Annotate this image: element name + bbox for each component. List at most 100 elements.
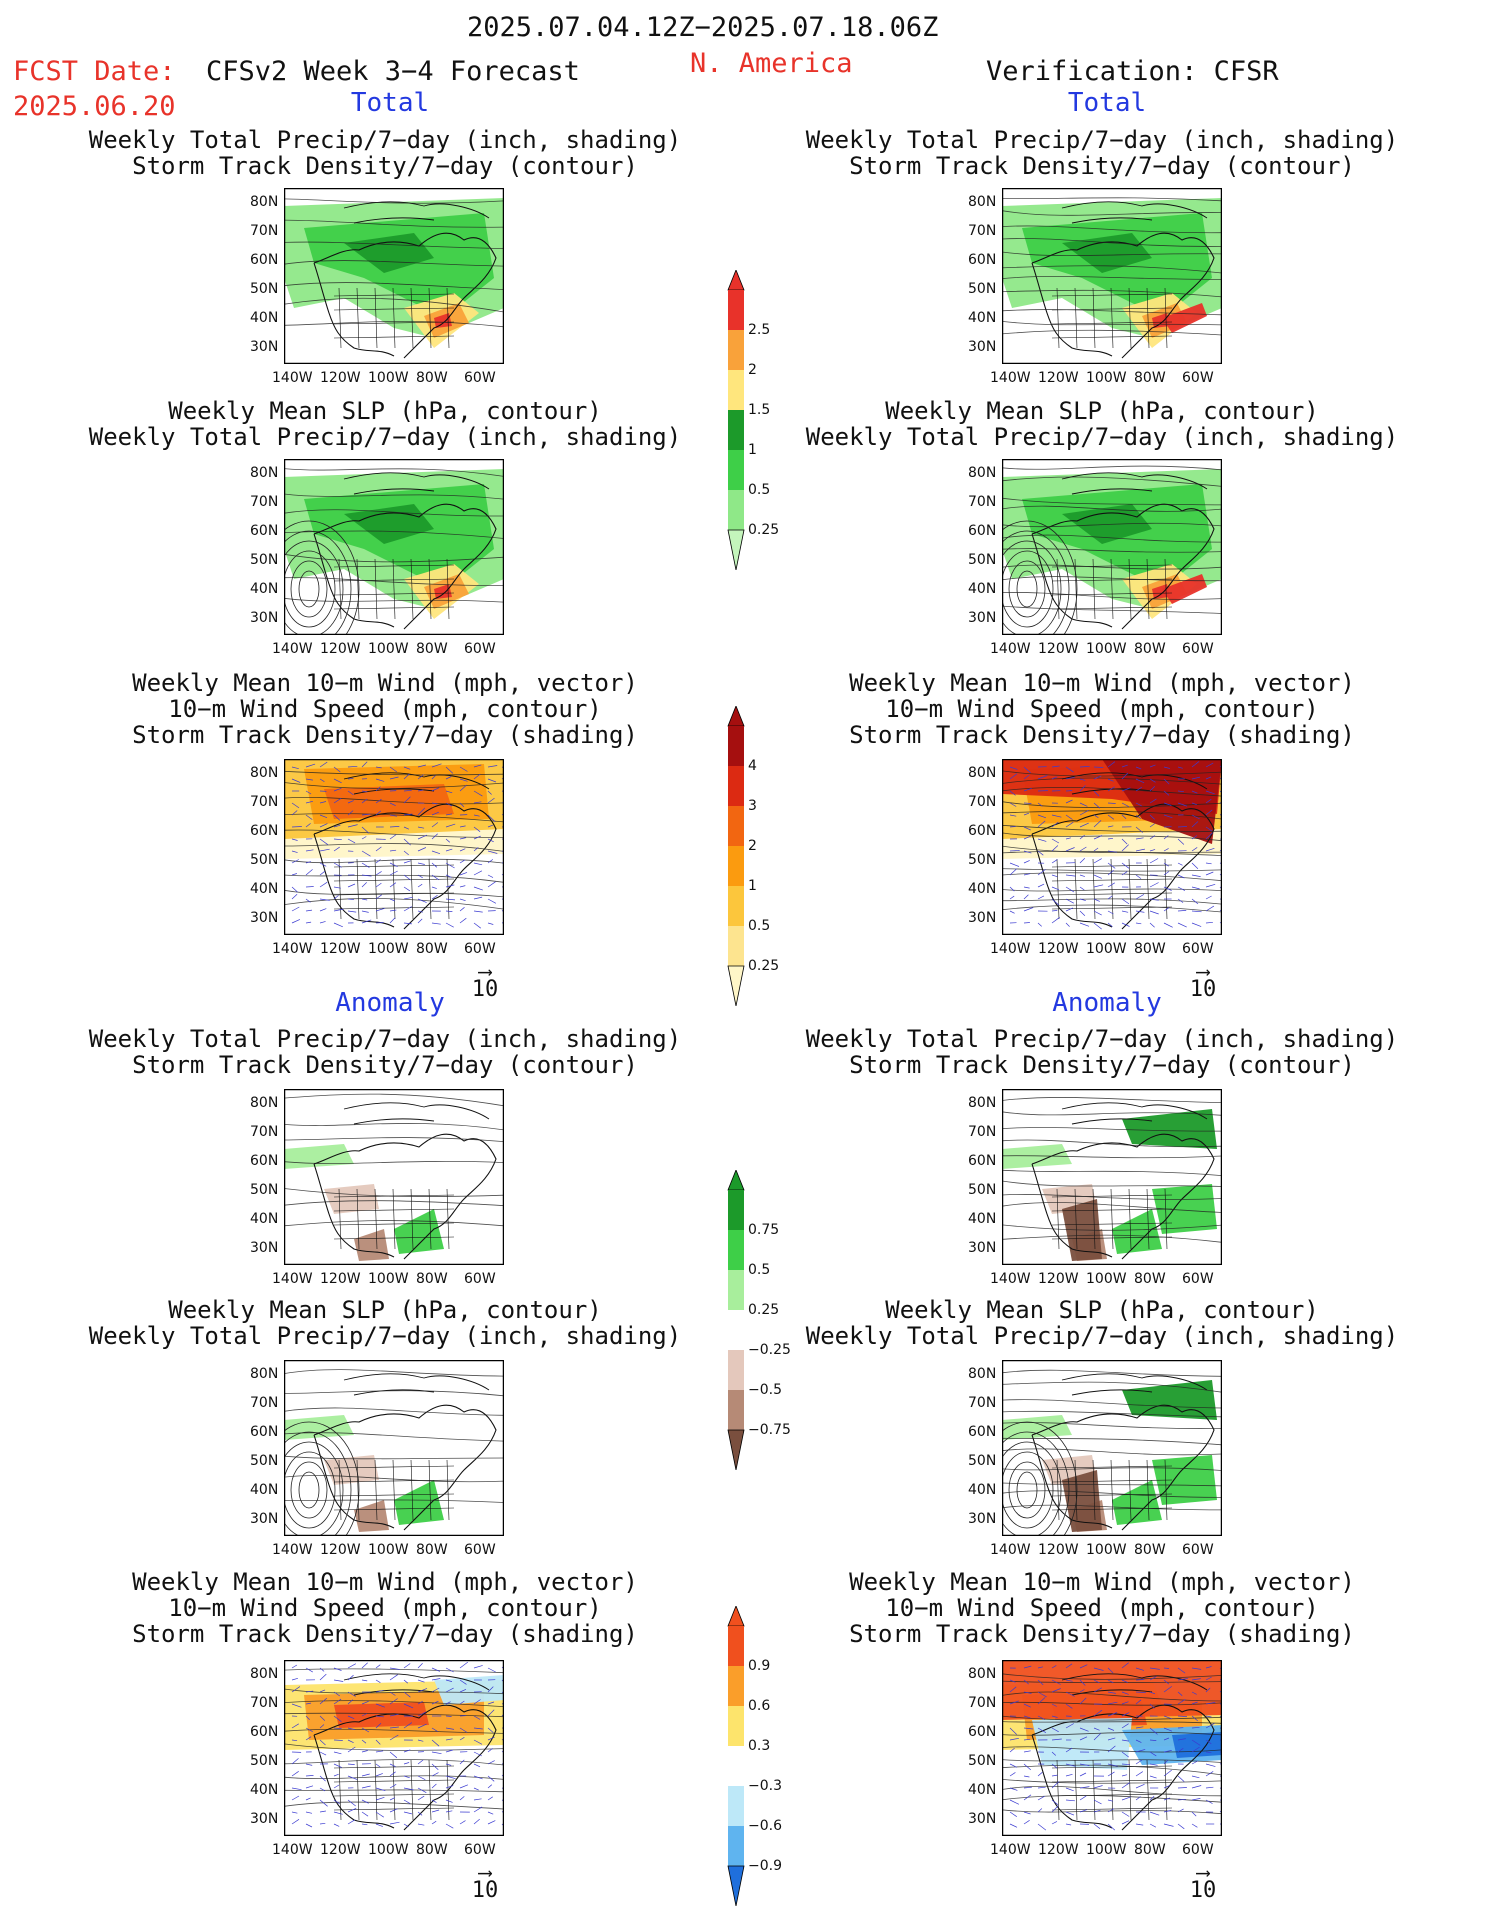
lat-tick-label: 60N [968, 252, 997, 268]
vector-reference-anomaly-left: ⟶ 10 [471, 1860, 499, 1903]
lon-tick-label: 100W [1086, 641, 1127, 657]
lon-tick-label: 120W [320, 1271, 361, 1287]
lat-tick-label: 50N [968, 852, 997, 868]
lon-tick-label: 140W [990, 1271, 1031, 1287]
colorbar-label: 0.3 [748, 1738, 771, 1754]
lat-tick-label: 50N [968, 281, 997, 297]
lat-tick-label: 70N [250, 794, 279, 810]
lon-tick-label: 60W [464, 1842, 496, 1858]
lon-tick-label: 80W [1134, 1271, 1166, 1287]
colorbar-label: 4 [748, 758, 757, 774]
colorbar-label: 2.5 [748, 322, 771, 338]
lat-tick-label: 80N [968, 465, 997, 481]
section-anomaly-left: Anomaly [335, 988, 445, 1018]
lat-tick-label: 70N [250, 1695, 279, 1711]
lon-tick-label: 60W [464, 941, 496, 957]
colorbar-label: −0.25 [748, 1342, 791, 1358]
lat-tick-label: 50N [250, 1182, 279, 1198]
lat-tick-label: 80N [968, 765, 997, 781]
lat-tick-label: 60N [250, 823, 279, 839]
lon-tick-label: 100W [368, 1842, 409, 1858]
lat-tick-label: 80N [968, 1666, 997, 1682]
map-panel-t-slp-obs [1002, 459, 1222, 635]
lat-tick-label: 40N [968, 581, 997, 597]
lon-tick-label: 100W [1086, 370, 1127, 386]
lat-tick-label: 80N [250, 194, 279, 210]
lat-tick-label: 40N [250, 581, 279, 597]
lon-tick-label: 120W [1038, 1542, 1079, 1558]
title-precip-storm-anom-fcst: Weekly Total Precip/7−day (inch, shading… [88, 1025, 682, 1079]
colorbar-precip-total: 2.5 2 1.5 1 0.5 0.25 [724, 268, 779, 574]
colorbar-precip-anomaly: 0.75 0.5 0.25 −0.25 −0.5 −0.75 [724, 1168, 791, 1474]
map-t-wind-obs [1002, 759, 1222, 935]
lon-tick-label: 80W [416, 941, 448, 957]
colorbar-label: 0.25 [748, 1302, 780, 1318]
lon-tick-label: 80W [1134, 941, 1166, 957]
lon-tick-label: 120W [1038, 941, 1079, 957]
lat-tick-label: 60N [968, 1424, 997, 1440]
vector-reference-total-left: ⟶ 10 [471, 959, 499, 1002]
lat-tick-label: 80N [968, 1366, 997, 1382]
lon-tick-label: 80W [1134, 370, 1166, 386]
colorbar-label: 1 [748, 878, 757, 894]
lon-tick-label: 60W [464, 1271, 496, 1287]
lon-tick-label: 60W [464, 370, 496, 386]
lat-tick-label: 60N [968, 1724, 997, 1740]
lon-tick-label: 140W [990, 941, 1031, 957]
lat-tick-label: 30N [250, 910, 279, 926]
map-panel-t-precip-fcst [284, 188, 504, 364]
map-t-slp-obs [1002, 459, 1222, 635]
lon-tick-label: 60W [1182, 1842, 1214, 1858]
lon-tick-label: 80W [1134, 1542, 1166, 1558]
lon-tick-label: 140W [272, 941, 313, 957]
lon-tick-label: 80W [416, 641, 448, 657]
map-a-slp-fcst [284, 1360, 504, 1536]
lon-tick-label: 120W [320, 370, 361, 386]
map-t-precip-obs [1002, 188, 1222, 364]
colorbar-storm-total: 4 3 2 1 0.5 0.25 [724, 704, 779, 1010]
lat-tick-label: 60N [250, 1724, 279, 1740]
lat-tick-label: 70N [968, 494, 997, 510]
lon-tick-label: 140W [272, 641, 313, 657]
lon-tick-label: 60W [1182, 1271, 1214, 1287]
title-precip-storm-total-obs: Weekly Total Precip/7−day (inch, shading… [805, 126, 1399, 180]
lat-tick-label: 30N [250, 610, 279, 626]
map-panel-t-slp-fcst [284, 459, 504, 635]
colorbar-label: 3 [748, 798, 757, 814]
title-precip-storm-anom-obs: Weekly Total Precip/7−day (inch, shading… [805, 1025, 1399, 1079]
lat-tick-label: 40N [250, 1782, 279, 1798]
map-panel-t-wind-obs [1002, 759, 1222, 935]
colorbar-label: 0.25 [748, 522, 780, 538]
map-panel-a-slp-fcst [284, 1360, 504, 1536]
lon-tick-label: 60W [1182, 1542, 1214, 1558]
lat-tick-label: 60N [250, 523, 279, 539]
map-panel-a-wind-fcst [284, 1660, 504, 1836]
lon-tick-label: 60W [1182, 941, 1214, 957]
lat-tick-label: 50N [968, 1453, 997, 1469]
title-wind-storm-total-obs: Weekly Mean 10−m Wind (mph, vector) 10−m… [849, 669, 1355, 749]
lat-tick-label: 50N [968, 1753, 997, 1769]
colorbar-label: 0.5 [748, 918, 771, 934]
map-a-precip-obs [1002, 1089, 1222, 1265]
lon-tick-label: 80W [416, 1842, 448, 1858]
lat-tick-label: 80N [250, 1095, 279, 1111]
lat-tick-label: 70N [968, 1124, 997, 1140]
lat-tick-label: 70N [250, 1124, 279, 1140]
lat-tick-label: 70N [968, 223, 997, 239]
lat-tick-label: 70N [250, 494, 279, 510]
lon-tick-label: 100W [368, 370, 409, 386]
title-wind-storm-anom-fcst: Weekly Mean 10−m Wind (mph, vector) 10−m… [132, 1568, 638, 1648]
map-panel-a-precip-obs [1002, 1089, 1222, 1265]
title-slp-precip-anom-fcst: Weekly Mean SLP (hPa, contour) Weekly To… [88, 1296, 682, 1350]
title-precip-storm-total-fcst: Weekly Total Precip/7−day (inch, shading… [88, 126, 682, 180]
map-panel-t-wind-fcst [284, 759, 504, 935]
lat-tick-label: 60N [968, 823, 997, 839]
lat-tick-label: 30N [968, 1240, 997, 1256]
lat-tick-label: 80N [250, 465, 279, 481]
lon-tick-label: 60W [1182, 370, 1214, 386]
colorbar-label: −0.6 [748, 1818, 782, 1834]
lat-tick-label: 70N [968, 1695, 997, 1711]
lat-tick-label: 30N [250, 1240, 279, 1256]
title-slp-precip-total-obs: Weekly Mean SLP (hPa, contour) Weekly To… [805, 397, 1399, 451]
colorbar-label: 0.9 [748, 1658, 771, 1674]
